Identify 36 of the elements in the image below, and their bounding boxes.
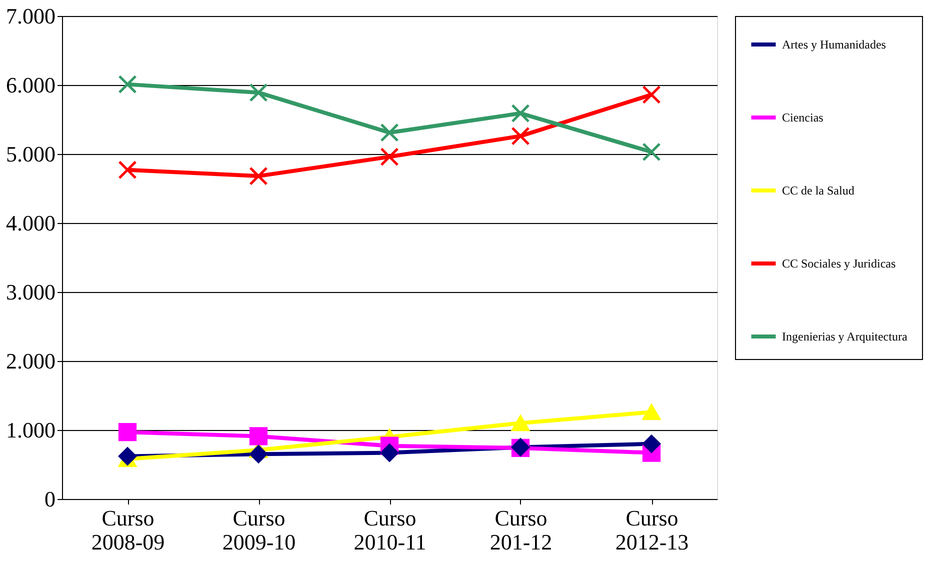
x-tick-label: Curso 2012-13 xyxy=(615,506,689,554)
point xyxy=(249,166,268,186)
point xyxy=(118,160,137,180)
y-tick-label: 4.000 xyxy=(6,210,56,236)
point xyxy=(249,83,268,102)
point xyxy=(511,415,530,432)
point xyxy=(642,434,661,453)
point xyxy=(642,85,661,104)
y-tick-label: 0 xyxy=(44,486,56,512)
point xyxy=(380,123,399,142)
point xyxy=(511,104,530,123)
legend-label: Artes y Humanidades xyxy=(782,38,886,52)
y-tick-label: 7.000 xyxy=(6,4,56,28)
x-tick-label: Curso 2010-11 xyxy=(354,506,426,554)
point xyxy=(380,444,399,462)
point xyxy=(511,126,530,146)
y-tick-label: 6.000 xyxy=(6,72,56,98)
legend-label: CC Sociales y Juridicas xyxy=(782,256,896,270)
point xyxy=(118,447,137,466)
y-tick-label: 1.000 xyxy=(6,418,56,442)
point xyxy=(249,445,268,464)
point xyxy=(118,75,137,94)
x-tick-label: Curso 201-12 xyxy=(490,506,552,554)
point xyxy=(642,404,661,420)
legend-label: Ingenierias y Arquitectura xyxy=(782,330,908,344)
x-tick-label: Curso 2009-10 xyxy=(222,506,296,554)
y-tick-label: 2.000 xyxy=(6,348,56,374)
point xyxy=(380,147,399,166)
legend-label: Ciencias xyxy=(782,110,824,124)
y-tick-label: 3.000 xyxy=(6,280,56,304)
point xyxy=(642,142,661,162)
point xyxy=(249,427,268,446)
point xyxy=(118,423,137,442)
legend-label: CC de la Salud xyxy=(782,184,854,198)
x-tick-label: Curso 2008-09 xyxy=(91,506,165,554)
y-tick-label: 5.000 xyxy=(6,142,56,166)
